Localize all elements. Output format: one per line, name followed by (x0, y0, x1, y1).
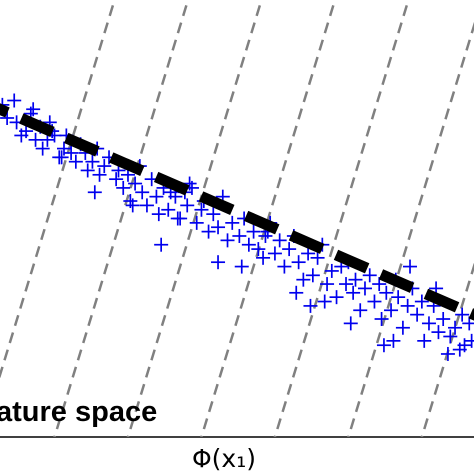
data-point (395, 320, 410, 335)
data-point (189, 215, 204, 230)
data-point (277, 259, 292, 274)
data-point (317, 294, 332, 309)
guide-line-7 (420, 262, 474, 437)
data-point (343, 316, 358, 331)
guide-line-1 (0, 0, 116, 380)
data-point (225, 215, 240, 230)
data-point (109, 172, 124, 187)
data-point (80, 163, 95, 178)
data-point (303, 298, 318, 313)
data-point (232, 228, 247, 243)
trend-line-group (0, 103, 474, 321)
data-point (457, 338, 472, 353)
data-point (301, 246, 316, 261)
guide-line-2 (53, 0, 190, 437)
data-point (135, 185, 150, 200)
data-point (92, 167, 107, 182)
data-point (440, 346, 455, 361)
data-point (391, 290, 406, 305)
x-axis-label: Φ(x₁) (192, 444, 256, 473)
data-point (329, 290, 344, 305)
data-point (180, 198, 195, 213)
data-point (97, 159, 112, 174)
data-point (464, 333, 474, 348)
data-point (362, 268, 377, 283)
data-point (116, 180, 131, 195)
data-point (379, 285, 394, 300)
data-point (376, 338, 391, 353)
data-point (234, 259, 249, 274)
data-point (374, 312, 389, 327)
data-point (149, 189, 164, 204)
data-point (267, 246, 282, 261)
data-point (7, 93, 22, 108)
data-point (211, 255, 226, 270)
data-point (170, 211, 185, 226)
data-point (256, 250, 271, 265)
data-point (220, 233, 235, 248)
data-point (251, 242, 266, 257)
data-point (151, 207, 166, 222)
data-point (410, 307, 425, 322)
data-point (54, 150, 69, 165)
data-point (448, 320, 463, 335)
data-point (414, 294, 429, 309)
data-point (194, 202, 209, 217)
data-point (305, 268, 320, 283)
data-point (28, 132, 43, 147)
data-point (386, 333, 401, 348)
data-point (211, 220, 226, 235)
data-point (125, 198, 140, 213)
data-point (357, 281, 372, 296)
data-point (206, 207, 221, 222)
data-point (64, 145, 79, 160)
data-point (346, 285, 361, 300)
data-point (26, 102, 41, 117)
data-point (85, 154, 100, 169)
data-point (310, 250, 325, 265)
data-point (139, 198, 154, 213)
data-point (246, 224, 261, 239)
data-point (161, 202, 176, 217)
guide-line-5 (273, 0, 410, 437)
data-point (241, 237, 256, 252)
guide-line-6 (347, 21, 474, 437)
guide-line-4 (200, 0, 337, 437)
data-point (431, 325, 446, 340)
data-point (384, 303, 399, 318)
data-point (348, 272, 363, 287)
feature-space-label: ature space (0, 396, 157, 428)
data-point (417, 333, 432, 348)
data-point (201, 224, 216, 239)
guide-line-3 (126, 0, 263, 437)
data-point (35, 141, 50, 156)
data-point (353, 303, 368, 318)
data-point (324, 263, 339, 278)
data-point (436, 312, 451, 327)
data-point (421, 316, 436, 331)
data-point (272, 233, 287, 248)
data-point (68, 154, 83, 169)
data-point (154, 237, 169, 252)
data-point (403, 259, 418, 274)
trend-line (0, 103, 474, 321)
data-point (443, 329, 458, 344)
data-point (339, 277, 354, 292)
data-point (367, 294, 382, 309)
data-point (87, 185, 102, 200)
data-point (400, 298, 415, 313)
data-point (128, 176, 143, 191)
data-point (291, 255, 306, 270)
data-point (289, 285, 304, 300)
data-point (282, 242, 297, 257)
data-point (56, 141, 71, 156)
data-point (320, 277, 335, 292)
data-point (296, 272, 311, 287)
data-point (168, 189, 183, 204)
data-point (455, 307, 470, 322)
plot-area (0, 436, 474, 438)
